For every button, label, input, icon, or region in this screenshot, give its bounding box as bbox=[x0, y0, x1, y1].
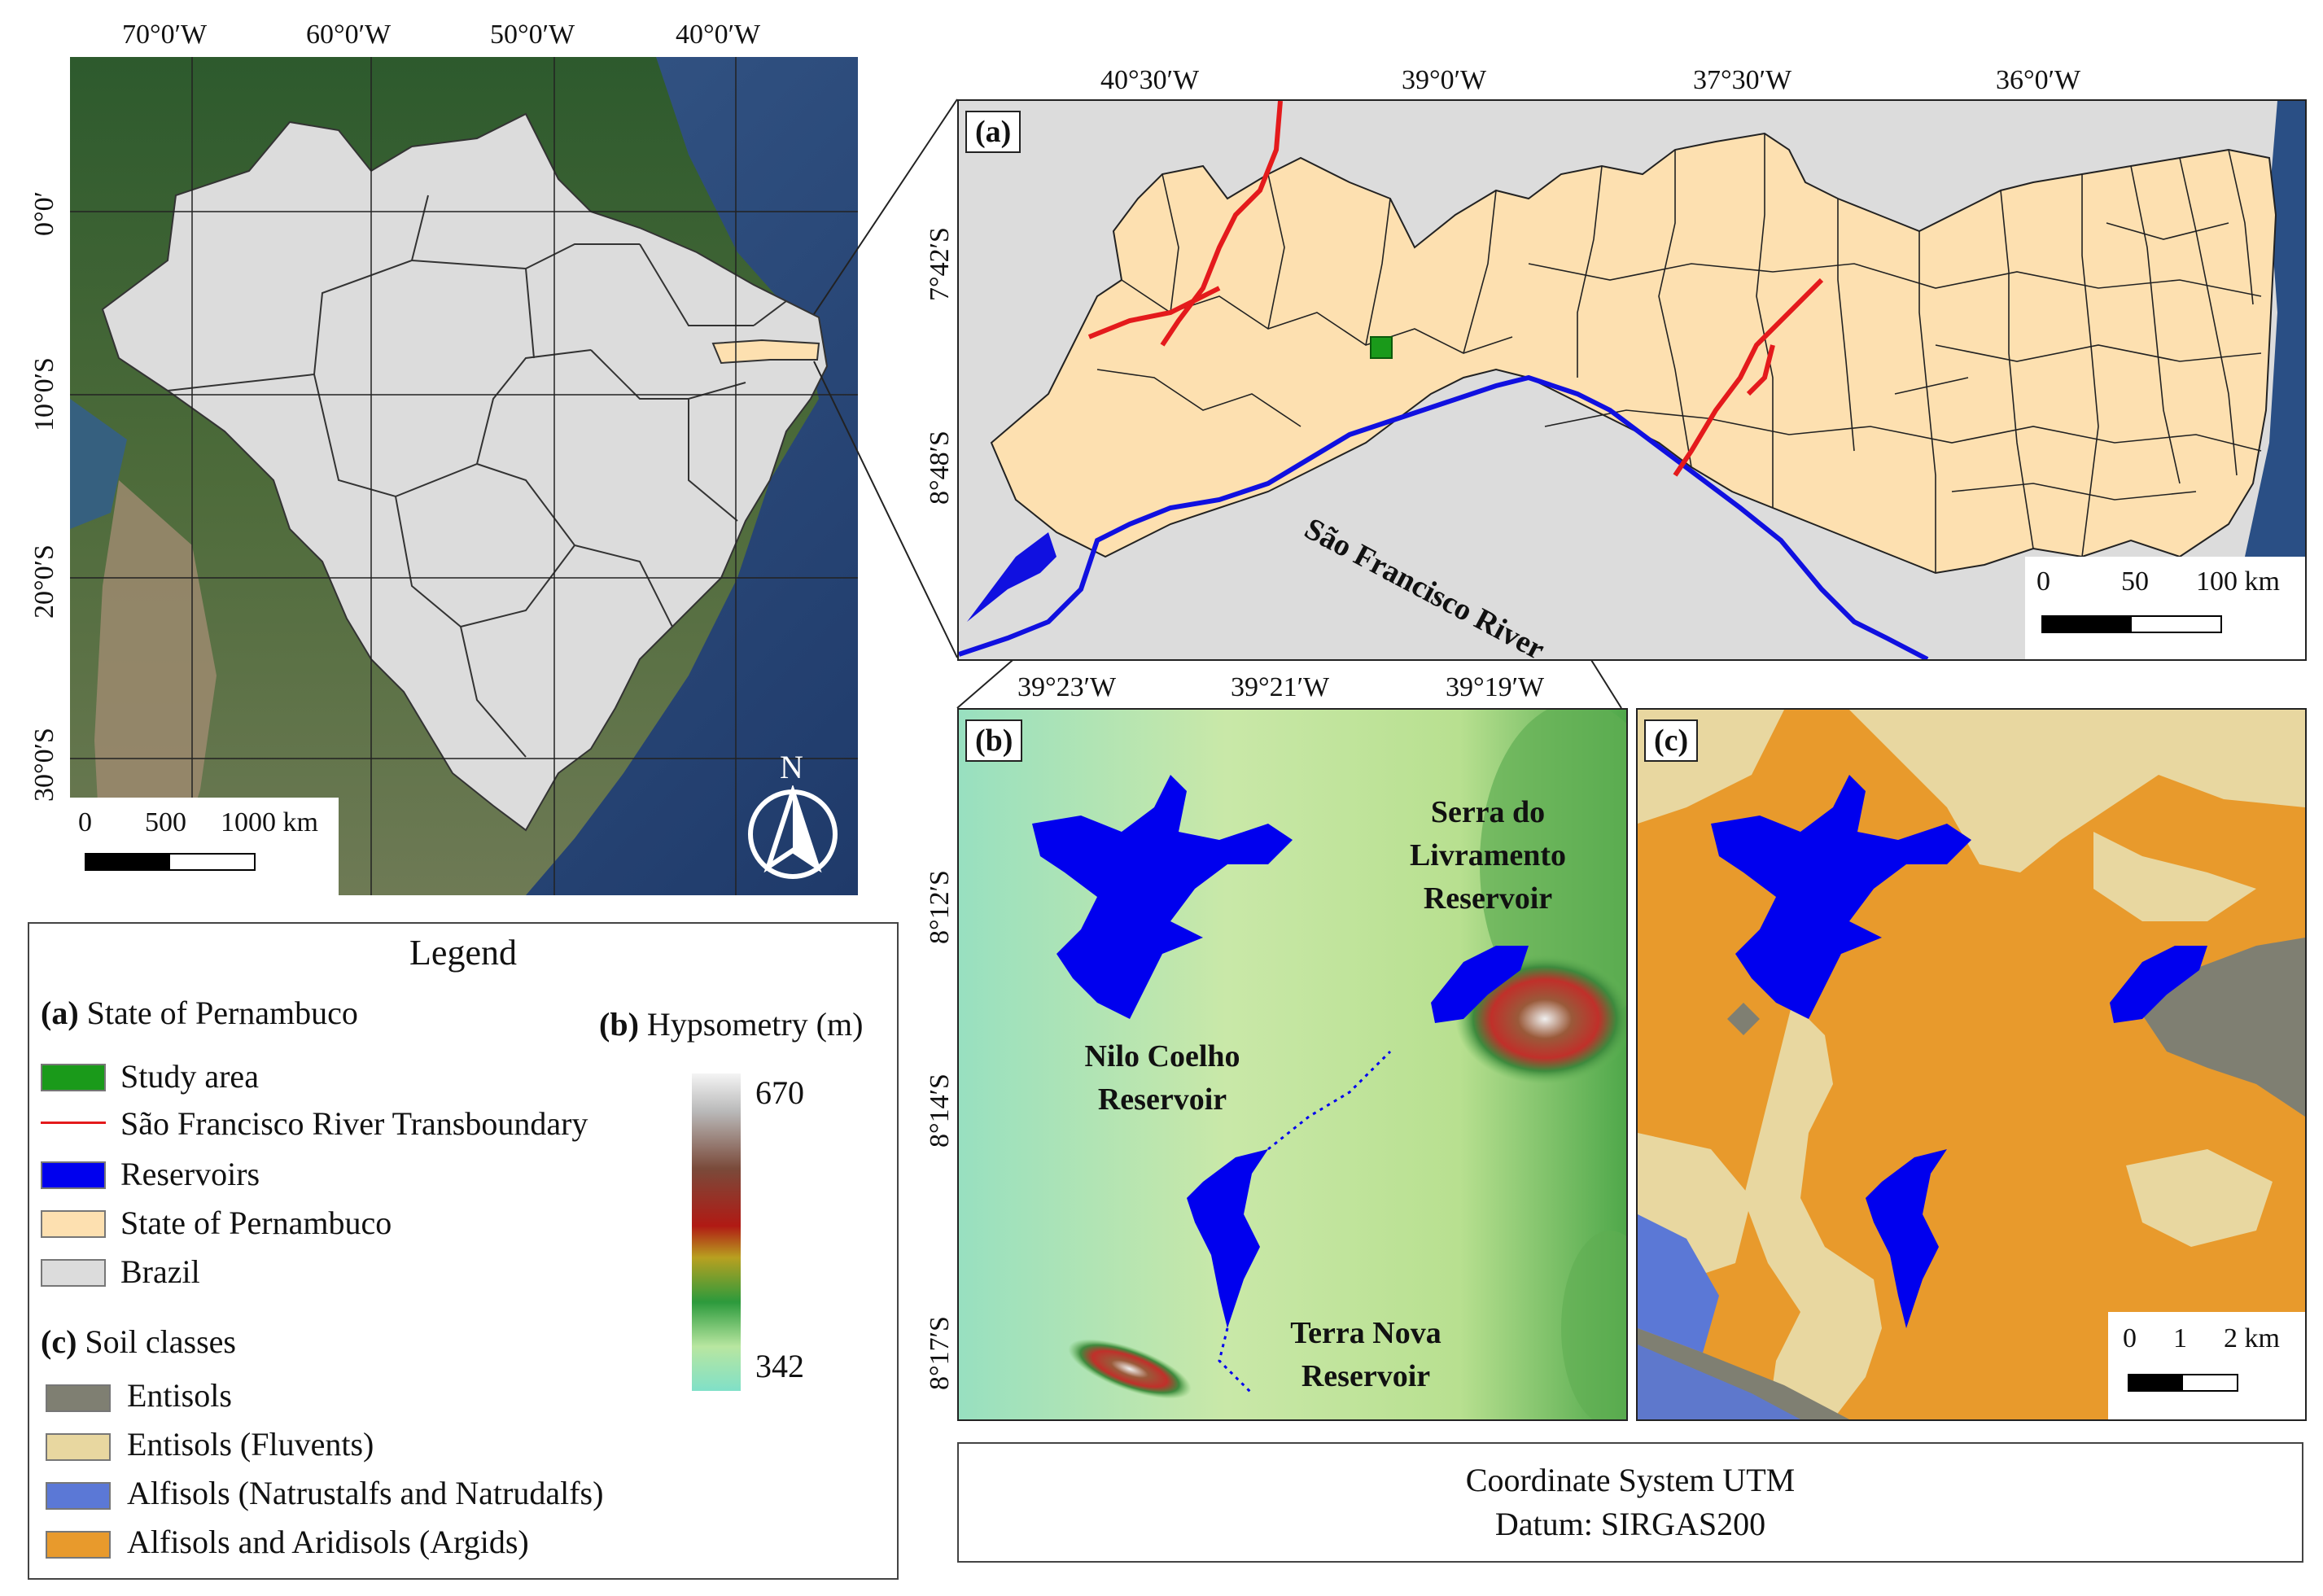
panel-a-map: (a) São Francisco River 0 50 100 km bbox=[957, 99, 2307, 661]
panel-c-label: (c) bbox=[1644, 719, 1699, 762]
panel-a-label: (a) bbox=[965, 111, 1022, 153]
legend-swatch-transboundary bbox=[41, 1122, 106, 1124]
legend-section-c-key: (c) bbox=[41, 1323, 77, 1360]
legend-label-argids: Alfisols and Aridisols (Argids) bbox=[127, 1524, 529, 1560]
serra-label-line-2: Livramento bbox=[1409, 838, 1567, 873]
panel-a-lat-tick-2: 8°48′S bbox=[925, 431, 955, 505]
panel-b-lat-tick-1: 8°12′S bbox=[925, 870, 955, 944]
panel-a-scale-100: 100 km bbox=[2196, 566, 2280, 597]
legend-label-fluvents: Entisols (Fluvents) bbox=[127, 1426, 374, 1463]
legend-section-b: (b) Hypsometry (m) bbox=[599, 1005, 863, 1043]
panel-b-lat-tick-2: 8°14′S bbox=[925, 1073, 955, 1148]
sao-francisco-river bbox=[959, 374, 1929, 659]
serra-reservoir-label: Serra do Livramento Reservoir bbox=[1382, 791, 1594, 921]
overview-lon-tick-70: 70°0′W bbox=[122, 20, 208, 50]
panel-c-scale-2: 2 km bbox=[2224, 1323, 2280, 1353]
nilo-label-line-2: Reservoir bbox=[1097, 1082, 1227, 1117]
scale-label-1000: 1000 km bbox=[221, 807, 318, 837]
terra-reservoir-label: Terra Nova Reservoir bbox=[1260, 1312, 1472, 1398]
nilo-coelho-reservoir bbox=[1032, 775, 1293, 1019]
coordinate-system-line-1: Coordinate System UTM bbox=[1465, 1462, 1796, 1498]
terra-label-line-1: Terra Nova bbox=[1290, 1316, 1441, 1350]
serra-label-line-3: Reservoir bbox=[1423, 881, 1553, 916]
coordinate-system-box: Coordinate System UTM Datum: SIRGAS200 bbox=[957, 1442, 2303, 1563]
overview-map-svg bbox=[70, 57, 858, 895]
legend-label-natrustalfs: Alfisols (Natrustalfs and Natrudalfs) bbox=[127, 1475, 604, 1511]
panel-a-scale-0: 0 bbox=[2036, 566, 2050, 597]
scale-label-0: 0 bbox=[78, 807, 92, 837]
panel-a-lon-tick-2: 39°0′W bbox=[1402, 65, 1487, 95]
panel-c-scale: 0 1 2 km bbox=[2108, 1312, 2305, 1419]
nilo-reservoir-label: Nilo Coelho Reservoir bbox=[1040, 1035, 1284, 1122]
panel-b-svg bbox=[959, 710, 1626, 1419]
panel-a-scale-50: 50 bbox=[2121, 566, 2149, 597]
brazil-shape bbox=[101, 112, 829, 832]
panel-a-lon-tick-4: 36°0′W bbox=[1996, 65, 2081, 95]
legend-section-b-key: (b) bbox=[599, 1006, 639, 1043]
panel-c-map: (c) 0 1 2 km bbox=[1636, 708, 2307, 1421]
terra-nova-reservoir bbox=[1187, 1149, 1268, 1328]
legend-title: Legend bbox=[409, 933, 517, 973]
panel-a-svg bbox=[959, 101, 2305, 659]
legend-label-study-area: Study area bbox=[120, 1058, 259, 1095]
overview-lon-tick-60: 60°0′W bbox=[306, 20, 392, 50]
legend-section-a-text: State of Pernambuco bbox=[86, 995, 358, 1031]
legend-swatch-fluvents bbox=[46, 1433, 111, 1461]
legend-swatch-argids bbox=[46, 1531, 111, 1559]
north-label: N bbox=[780, 749, 803, 785]
legend-swatch-brazil bbox=[41, 1259, 106, 1287]
pernambuco-shape bbox=[711, 339, 820, 365]
terra-label-line-2: Reservoir bbox=[1301, 1359, 1431, 1394]
panel-c-scale-bar bbox=[2128, 1374, 2238, 1392]
panel-c-scale-1: 1 bbox=[2173, 1323, 2187, 1353]
legend-swatch-entisols bbox=[46, 1384, 111, 1412]
legend-label-transboundary: São Francisco River Transboundary bbox=[120, 1105, 588, 1142]
nilo-label-line-1: Nilo Coelho bbox=[1084, 1039, 1240, 1073]
hypsometry-min: 342 bbox=[755, 1348, 804, 1384]
legend-label-entisols: Entisols bbox=[127, 1377, 232, 1414]
coordinate-system-line-2: Datum: SIRGAS200 bbox=[1494, 1506, 1766, 1542]
overview-lon-tick-40: 40°0′W bbox=[676, 20, 761, 50]
serra-livramento-reservoir bbox=[1431, 946, 1529, 1023]
panel-a-scale: 0 50 100 km bbox=[2025, 557, 2305, 659]
scale-bar bbox=[85, 853, 256, 871]
panel-a-lat-tick-1: 7°42′S bbox=[925, 227, 955, 301]
panel-a-lon-tick-1: 40°30′W bbox=[1100, 65, 1200, 95]
panel-a-lon-tick-3: 37°30′W bbox=[1693, 65, 1792, 95]
legend: Legend (a) State of Pernambuco (b) Hypso… bbox=[28, 922, 899, 1580]
pernambuco-panel-a bbox=[990, 132, 2277, 575]
north-arrow: N bbox=[744, 749, 842, 883]
study-area-marker bbox=[1370, 336, 1393, 359]
legend-section-c: (c) Soil classes bbox=[41, 1323, 236, 1361]
scale-label-500: 500 bbox=[145, 807, 186, 837]
legend-label-brazil: Brazil bbox=[120, 1253, 200, 1290]
panel-b-lat-tick-3: 8°17′S bbox=[925, 1316, 955, 1390]
legend-swatch-study-area bbox=[41, 1064, 106, 1091]
overview-scale: 0 500 1000 km bbox=[70, 798, 339, 895]
panel-b-lon-tick-3: 39°19′W bbox=[1446, 672, 1545, 702]
hypsometry-max: 670 bbox=[755, 1074, 804, 1111]
north-arrow-icon bbox=[748, 785, 838, 879]
panel-a-scale-bar bbox=[2041, 615, 2222, 633]
legend-swatch-pernambuco bbox=[41, 1210, 106, 1238]
legend-label-pernambuco: State of Pernambuco bbox=[120, 1205, 392, 1241]
legend-swatch-reservoirs bbox=[41, 1161, 106, 1189]
panel-b-lon-tick-1: 39°23′W bbox=[1017, 672, 1117, 702]
overview-map: 0 500 1000 km N bbox=[70, 57, 858, 895]
legend-section-a: (a) State of Pernambuco bbox=[41, 994, 358, 1032]
transboundary-canals bbox=[1087, 101, 1824, 477]
panel-c-scale-0: 0 bbox=[2123, 1323, 2137, 1353]
hypsometry-ramp bbox=[692, 1073, 741, 1391]
legend-swatch-natrustalfs bbox=[46, 1482, 111, 1510]
legend-section-a-key: (a) bbox=[41, 995, 79, 1031]
legend-section-c-text: Soil classes bbox=[85, 1323, 236, 1360]
legend-label-reservoirs: Reservoirs bbox=[120, 1156, 260, 1192]
panel-b-label: (b) bbox=[965, 719, 1023, 762]
serra-label-line-1: Serra do bbox=[1430, 795, 1546, 829]
panel-b-map: (b) Serra do Livramento Reservoir Nilo C… bbox=[957, 708, 1628, 1421]
legend-section-b-text: Hypsometry (m) bbox=[646, 1006, 864, 1043]
overview-lon-tick-50: 50°0′W bbox=[490, 20, 575, 50]
panel-b-lon-tick-2: 39°21′W bbox=[1231, 672, 1330, 702]
